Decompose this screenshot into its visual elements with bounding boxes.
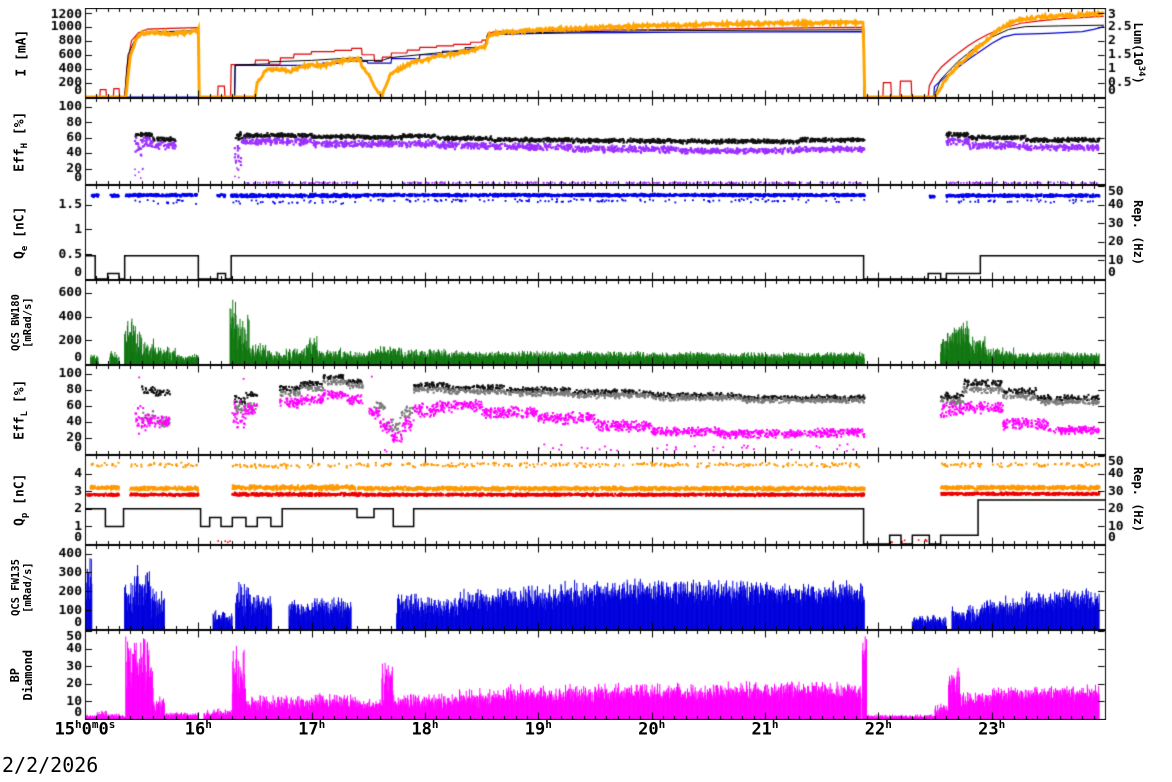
x-axis-tick-labels: 15h0m0s 16h 17h 18h 19h 20h 21h 22h 23h (0, 718, 1172, 752)
x-tick-label: 23h (978, 718, 1006, 740)
x-tick-label: 18h (411, 718, 439, 740)
x-tick-label: 22h (864, 718, 892, 740)
qe-rep-panel (0, 185, 1172, 280)
qp-rep-panel (0, 455, 1172, 545)
qcs-fw135-panel (0, 545, 1172, 630)
x-tick-label: 15h0m0s (54, 718, 116, 740)
x-tick-label: 21h (751, 718, 779, 740)
x-tick-label: 19h (524, 718, 552, 740)
x-tick-label: 20h (638, 718, 666, 740)
eff-h-panel (0, 98, 1172, 185)
x-tick-label: 16h (184, 718, 212, 740)
bp-diamond-panel (0, 630, 1172, 720)
eff-l-panel (0, 365, 1172, 455)
qcs-bw180-panel (0, 280, 1172, 365)
x-tick-label: 17h (298, 718, 326, 740)
beam-current-luminosity-panel (0, 8, 1172, 98)
date-label: 2/2/2026 (2, 753, 99, 777)
